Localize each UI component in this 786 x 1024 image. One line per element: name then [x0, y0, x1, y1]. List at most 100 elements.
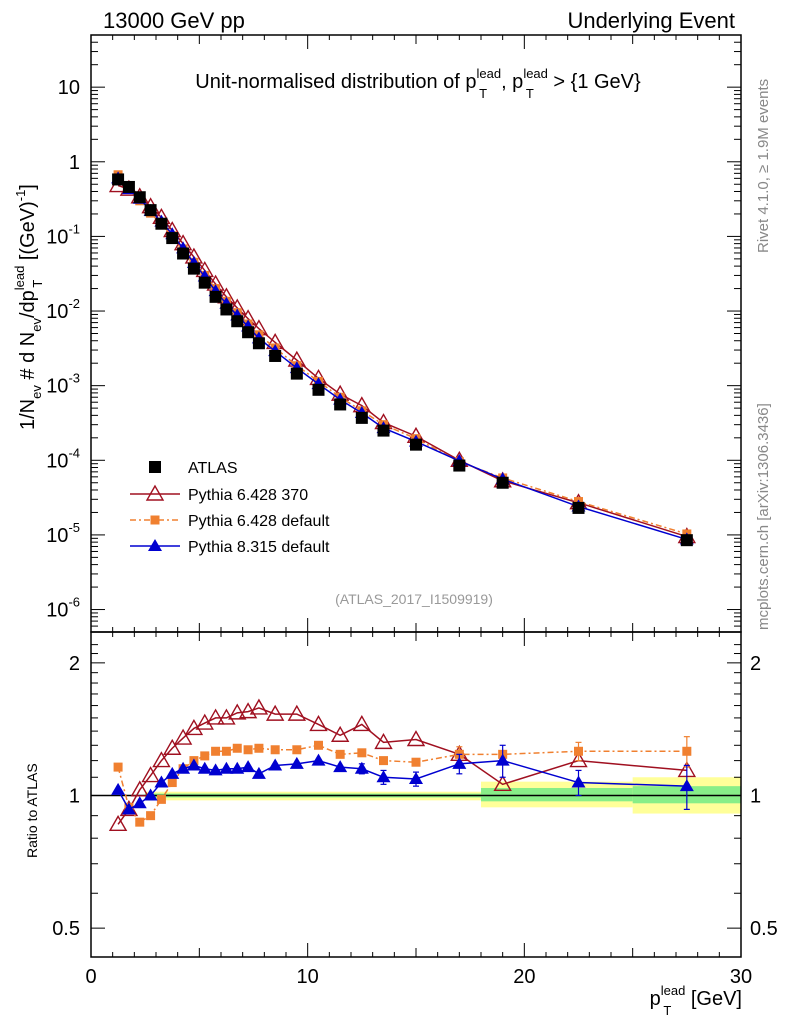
ratio-point-pythia-6-428-370 [173, 728, 193, 745]
main-point-atlas [290, 367, 303, 380]
ratio-point-pythia-8-315-default [571, 775, 586, 788]
main-point-atlas [410, 438, 422, 451]
main-point-atlas [312, 383, 325, 396]
main-point-atlas [496, 476, 509, 489]
main-point-atlas [269, 349, 282, 362]
main-line-pythia-6-428-default [117, 174, 688, 535]
ratio-point-pythia-8-315-default [376, 770, 391, 783]
ratio-point-pythia-6-428-default [292, 745, 302, 755]
main-line-pythia-8-315-default [117, 177, 688, 541]
ratio-point-pythia-6-428-default [146, 811, 156, 821]
ratio-line-pythia-6-428-370 [117, 707, 687, 825]
main-point-atlas [122, 180, 135, 193]
x-tick-label: 10 [297, 966, 319, 988]
ratio-point-pythia-6-428-370 [352, 714, 372, 732]
main-point-atlas [166, 232, 179, 245]
legend-marker-pythia-8-315-default [148, 539, 162, 551]
ratio-point-pythia-6-428-370 [217, 708, 236, 725]
legend-marker-pythia-6-428-default [150, 515, 160, 525]
ratio-point-pythia-8-315-default [289, 756, 304, 769]
x-axis-label: plead T [GeV] [650, 983, 742, 1018]
ratio-y-tick-label-right: 0.5 [750, 918, 778, 940]
ratio-point-pythia-6-428-370 [141, 766, 160, 783]
ratio-point-pythia-6-428-370 [206, 708, 225, 725]
ratio-point-pythia-8-315-default [121, 802, 136, 815]
main-point-atlas [155, 217, 168, 230]
main-point-atlas [187, 262, 200, 275]
ratio-point-pythia-6-428-370 [374, 732, 393, 750]
ratio-point-pythia-8-315-default [165, 766, 180, 779]
ratio-point-pythia-8-315-default [154, 775, 169, 788]
legend-label-pythia-6-428-370: Pythia 6.428 370 [188, 487, 308, 504]
ratio-point-pythia-6-428-370 [228, 703, 247, 720]
main-point-atlas [133, 191, 146, 204]
ratio-point-pythia-8-315-default [241, 760, 256, 773]
header-right: Underlying Event [567, 8, 735, 33]
ratio-point-pythia-6-428-default [357, 748, 367, 758]
ratio-point-pythia-6-428-default [232, 743, 242, 753]
ratio-point-pythia-6-428-370 [569, 751, 588, 768]
main-ylabel: 1/Nev # d Nev/dplead T [(GeV)-1] [12, 184, 45, 430]
ratio-point-pythia-8-315-default [197, 761, 212, 774]
ratio-point-pythia-6-428-370 [163, 738, 182, 755]
ratio-y-tick-label: 0.5 [52, 918, 80, 940]
main-y-tick-label: 10-6 [46, 595, 80, 622]
ratio-point-pythia-6-428-default [682, 746, 692, 756]
ratio-point-pythia-6-428-370 [406, 730, 426, 747]
ratio-point-pythia-6-428-370 [265, 704, 285, 721]
ratio-point-pythia-6-428-370 [249, 698, 269, 715]
ratio-point-pythia-6-428-default [574, 746, 583, 756]
ratio-point-pythia-6-428-default [411, 757, 421, 767]
main-point-atlas [220, 303, 233, 316]
main-point-atlas [209, 290, 222, 303]
ratio-point-pythia-6-428-default [200, 751, 210, 761]
ratio-point-pythia-8-315-default [186, 758, 201, 771]
ratio-point-pythia-8-315-default [251, 766, 266, 779]
ratio-point-pythia-6-428-default [221, 746, 231, 756]
legend-marker-pythia-6-428-370 [145, 484, 165, 501]
ratio-point-pythia-6-428-default [113, 762, 123, 772]
ratio-point-pythia-6-428-default [156, 794, 166, 804]
ratio-ylabel: Ratio to ATLAS [24, 763, 40, 858]
analysis-watermark: (ATLAS_2017_I1509919) [335, 591, 493, 607]
main-point-atlas [334, 398, 347, 411]
main-point-atlas [112, 173, 125, 186]
legend-label-pythia-6-428-default: Pythia 6.428 default [188, 513, 330, 530]
ratio-point-pythia-6-428-370 [330, 725, 350, 742]
main-point-atlas [572, 501, 585, 514]
main-point-atlas [144, 204, 157, 217]
ratio-y-tick-label-right: 1 [750, 785, 761, 807]
main-y-tick-label: 10-2 [46, 296, 80, 323]
ratio-point-pythia-8-315-default [111, 782, 126, 795]
ratio-point-pythia-6-428-default [314, 740, 323, 750]
ratio-point-pythia-8-315-default [311, 753, 326, 766]
ratio-point-pythia-8-315-default [132, 796, 147, 809]
ratio-point-pythia-6-428-default [135, 817, 145, 827]
ratio-y-tick-label: 2 [69, 653, 80, 675]
ratio-point-pythia-8-315-default [176, 761, 191, 774]
ratio-point-pythia-6-428-default [254, 743, 264, 753]
ratio-point-pythia-6-428-370 [130, 780, 149, 797]
ratio-point-pythia-8-315-default [679, 779, 694, 792]
ratio-point-pythia-6-428-default [167, 778, 177, 788]
main-point-atlas [252, 337, 265, 350]
main-point-atlas [355, 411, 368, 424]
ratio-point-pythia-6-428-370 [195, 713, 214, 730]
ratio-point-pythia-6-428-default [211, 746, 221, 756]
ratio-point-pythia-6-428-default [335, 749, 345, 759]
x-tick-label: 30 [730, 966, 752, 988]
ratio-point-pythia-8-315-default [333, 760, 348, 773]
ratio-point-pythia-6-428-370 [493, 774, 512, 792]
ratio-point-pythia-8-315-default [219, 761, 234, 774]
main-point-atlas [377, 424, 390, 437]
ratio-point-pythia-8-315-default [409, 772, 423, 785]
legend-label-pythia-8-315-default: Pythia 8.315 default [188, 539, 330, 556]
main-y-tick-label: 10-5 [46, 520, 80, 547]
main-y-tick-label: 10 [58, 77, 80, 99]
ratio-band-stat-4 [481, 787, 633, 802]
main-y-tick-label: 10-3 [46, 371, 80, 398]
ratio-point-pythia-6-428-370 [108, 814, 128, 832]
ratio-point-pythia-8-315-default [495, 753, 510, 766]
ratio-point-pythia-8-315-default [268, 758, 283, 771]
main-point-atlas [231, 315, 244, 328]
